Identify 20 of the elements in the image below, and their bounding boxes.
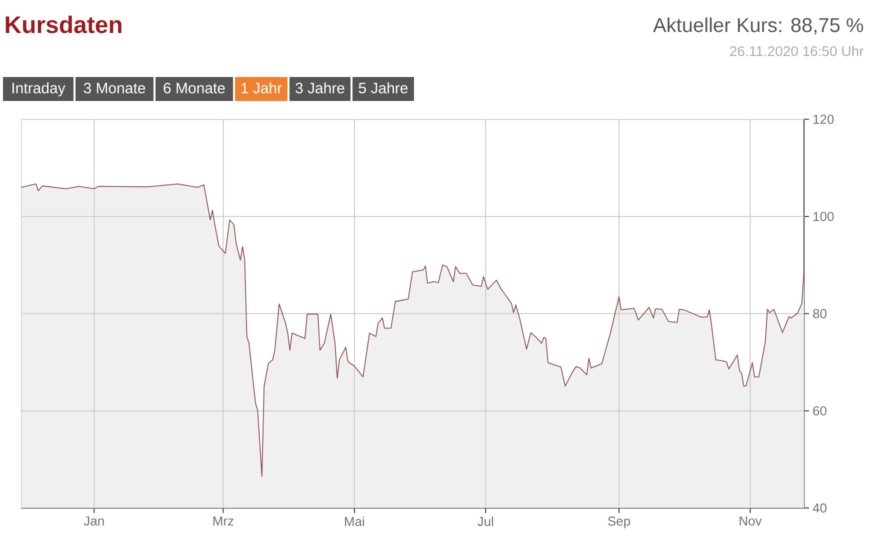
x-tick-label: Mai (345, 516, 364, 526)
x-tick-label: Jul (478, 516, 494, 526)
y-tick-label: 40 (812, 503, 826, 513)
y-tick-label: 80 (813, 309, 826, 318)
text: 1 Jahr (242, 82, 282, 94)
chart-title: Kursdaten (6, 16, 122, 34)
text: Aktueller Kurs: 88,75 % (653, 17, 864, 35)
x-tick-label: Nov (740, 516, 762, 526)
text: 3 Monate (84, 82, 146, 94)
y-tick-label: 60 (813, 406, 826, 416)
y-tick-label: 100 (814, 212, 834, 222)
x-tick-label: Mrz (213, 516, 234, 526)
x-tick-label: Sep (608, 516, 630, 528)
text: Intraday (12, 82, 66, 96)
text: 6 Monate (164, 82, 225, 94)
text: 5 Jahre (358, 82, 408, 94)
y-tick-label: 120 (814, 114, 834, 124)
text: 26.11.2020 16:50 Uhr (730, 46, 864, 56)
text: 3 Jahre (296, 82, 344, 94)
x-tick-label: Jan (84, 516, 104, 526)
